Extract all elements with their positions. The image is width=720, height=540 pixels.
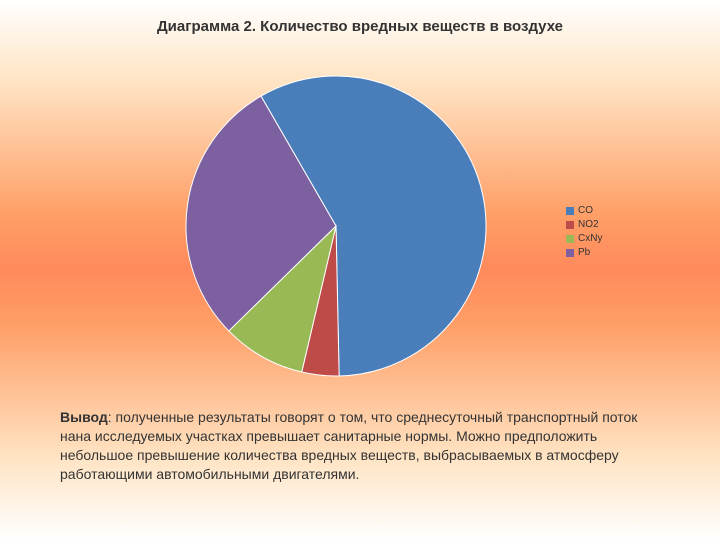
- legend-label: CO: [578, 204, 593, 217]
- legend-item: NO2: [566, 218, 602, 231]
- legend-swatch: [566, 235, 574, 243]
- legend-item: CxNy: [566, 232, 602, 245]
- legend-item: Pb: [566, 246, 602, 259]
- legend-label: Pb: [578, 246, 590, 259]
- conclusion-label: Вывод: [60, 409, 108, 425]
- legend-swatch: [566, 221, 574, 229]
- legend: CONO2CxNyPb: [566, 204, 602, 260]
- legend-item: CO: [566, 204, 602, 217]
- conclusion-body: : полученные результаты говорят о том, ч…: [60, 409, 637, 482]
- legend-label: NO2: [578, 218, 599, 231]
- legend-label: CxNy: [578, 232, 602, 245]
- legend-swatch: [566, 207, 574, 215]
- slide-canvas: Диаграмма 2. Количество вредных веществ …: [0, 0, 720, 540]
- conclusion-text: Вывод: полученные результаты говорят о т…: [60, 408, 660, 484]
- legend-swatch: [566, 249, 574, 257]
